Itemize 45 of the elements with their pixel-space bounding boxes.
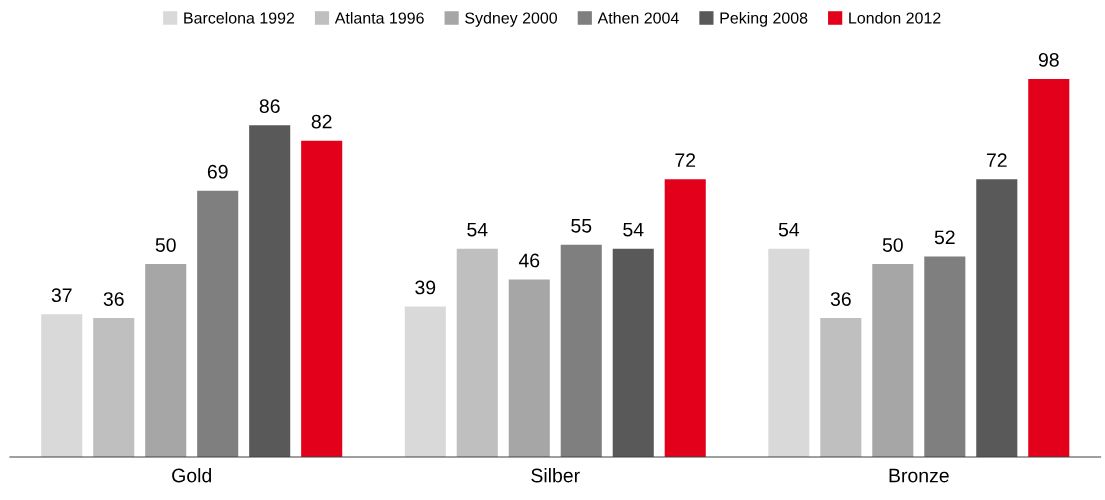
bar	[976, 179, 1018, 457]
bar	[145, 264, 187, 457]
x-tick-label: Bronze	[889, 468, 949, 483]
bar	[1028, 78, 1070, 457]
legend-label: Peking 2008	[720, 11, 808, 27]
bar	[93, 318, 135, 457]
data-label: 50	[882, 238, 903, 252]
bar	[404, 306, 446, 457]
data-label: 37	[51, 288, 72, 303]
legend-label: Athen 2004	[597, 11, 679, 24]
data-label: 55	[571, 219, 592, 233]
data-label: 36	[103, 292, 124, 306]
data-label: 98	[1038, 52, 1059, 67]
data-label: 86	[259, 99, 280, 114]
bar	[456, 248, 498, 457]
data-label: 50	[155, 238, 176, 252]
data-label: 72	[986, 153, 1007, 167]
x-tick-label: Silber	[531, 468, 580, 483]
legend-label: Atlanta 1996	[334, 11, 424, 24]
legend-label: London 2012	[849, 11, 941, 24]
data-label: 39	[415, 280, 436, 295]
bar	[768, 248, 810, 457]
data-label: 54	[467, 222, 488, 237]
data-label: 69	[207, 164, 228, 179]
bar	[508, 279, 550, 457]
bar	[924, 256, 966, 457]
data-label: 54	[623, 222, 644, 237]
bar	[612, 248, 654, 457]
data-label: 72	[675, 153, 696, 167]
bar	[872, 264, 914, 457]
bar	[820, 318, 862, 457]
data-label: 82	[311, 114, 332, 129]
bar	[301, 140, 343, 457]
bar	[560, 244, 602, 457]
data-label: 36	[830, 292, 851, 306]
x-tick-label: Gold	[172, 468, 211, 483]
bar	[249, 125, 291, 457]
data-label: 52	[934, 230, 955, 245]
bar	[41, 314, 83, 457]
data-label: 54	[778, 222, 800, 237]
legend-label: Sydney 2000	[465, 11, 558, 27]
bar	[197, 190, 239, 457]
bar	[664, 179, 706, 457]
data-label: 46	[518, 253, 540, 268]
legend-label: Barcelona 1992	[184, 11, 295, 24]
